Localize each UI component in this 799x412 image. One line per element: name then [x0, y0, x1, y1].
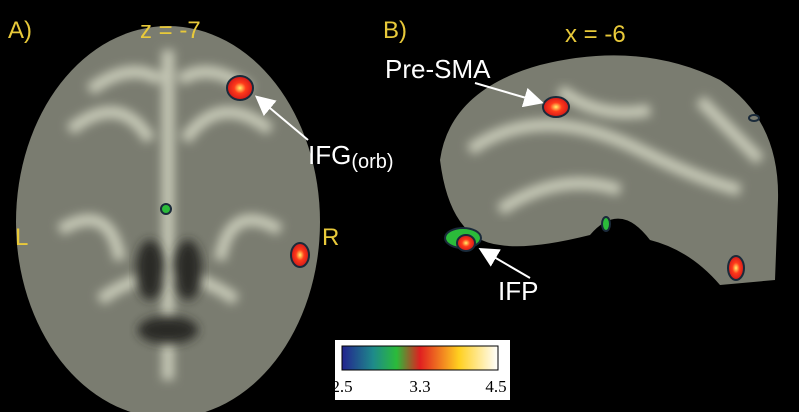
side-label: L — [15, 224, 28, 251]
colorbar: 2.5 3.3 4.5 — [331, 340, 510, 400]
colorbar-tick: 3.3 — [409, 377, 430, 396]
side-label: R — [322, 224, 339, 251]
sagittal-slice — [440, 55, 779, 285]
blob — [748, 114, 760, 122]
axial-slice — [16, 26, 320, 412]
panel-label: A) — [8, 17, 32, 44]
blob — [226, 75, 254, 101]
arrows — [254, 82, 544, 279]
annotation: IFP — [498, 276, 538, 306]
coordinate: x = -6 — [565, 21, 626, 48]
blob — [160, 203, 172, 215]
blob — [456, 234, 476, 252]
colorbar-gradient — [341, 345, 499, 371]
coordinate: z = -7 — [140, 17, 201, 44]
blob — [727, 255, 745, 281]
annotation: Pre-SMA — [385, 54, 491, 84]
blob — [290, 242, 310, 268]
activations — [160, 75, 760, 281]
annotation: IFG(orb) — [308, 140, 394, 173]
blob — [542, 96, 570, 118]
colorbar-tick: 4.5 — [485, 377, 506, 396]
panel-label: B) — [383, 17, 407, 44]
colorbar-tick: 2.5 — [331, 377, 352, 396]
blob — [601, 216, 611, 232]
